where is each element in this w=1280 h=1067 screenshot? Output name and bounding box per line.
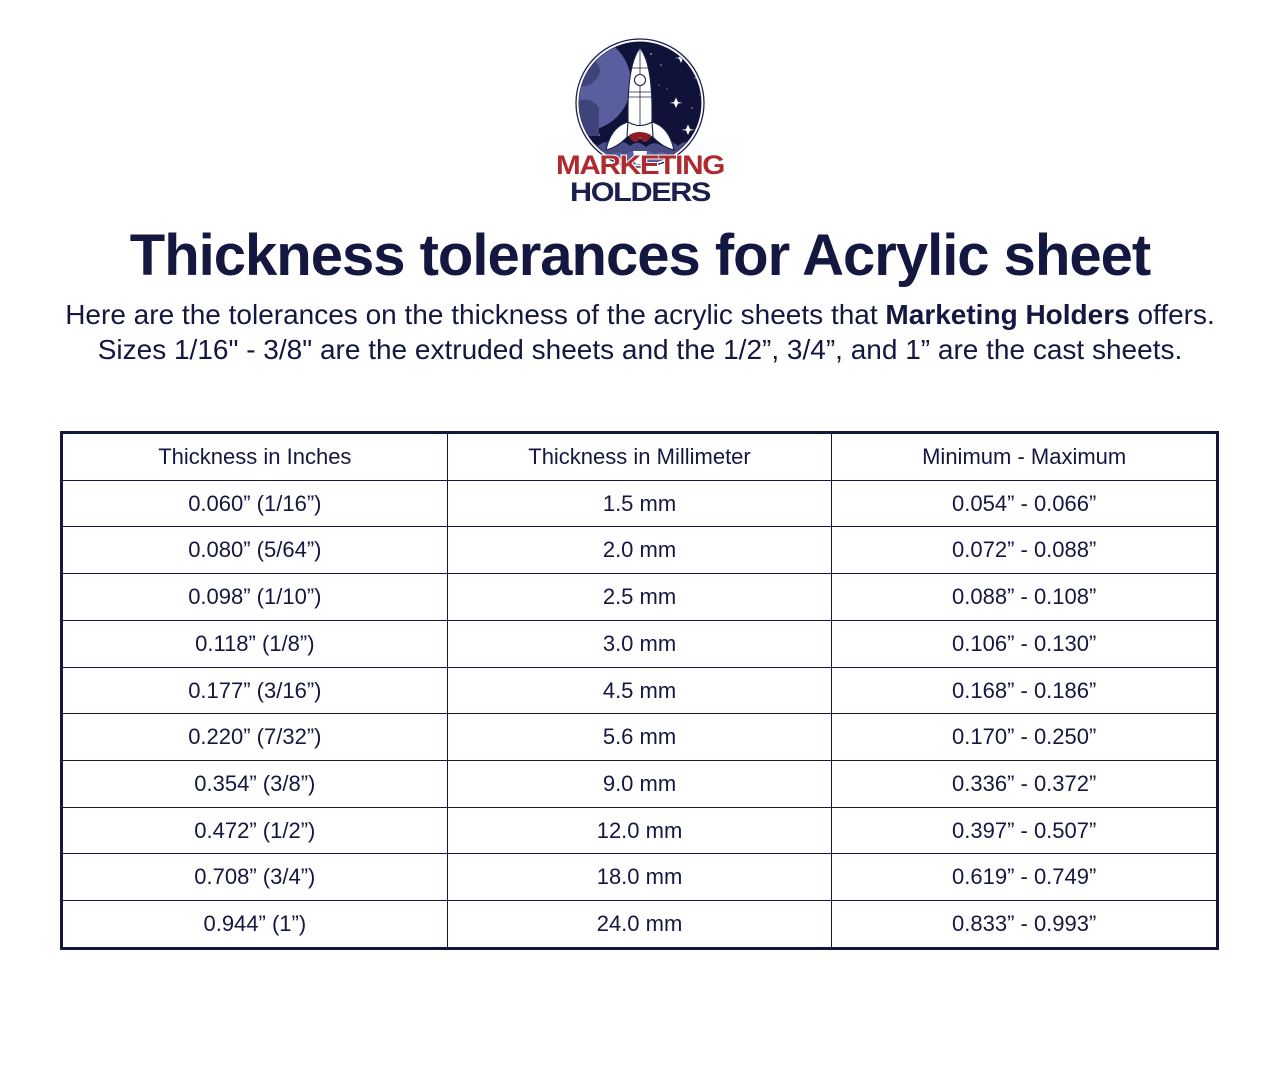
svg-text:HOLDERS: HOLDERS — [570, 177, 710, 206]
svg-text:MARKETING: MARKETING — [556, 150, 724, 180]
